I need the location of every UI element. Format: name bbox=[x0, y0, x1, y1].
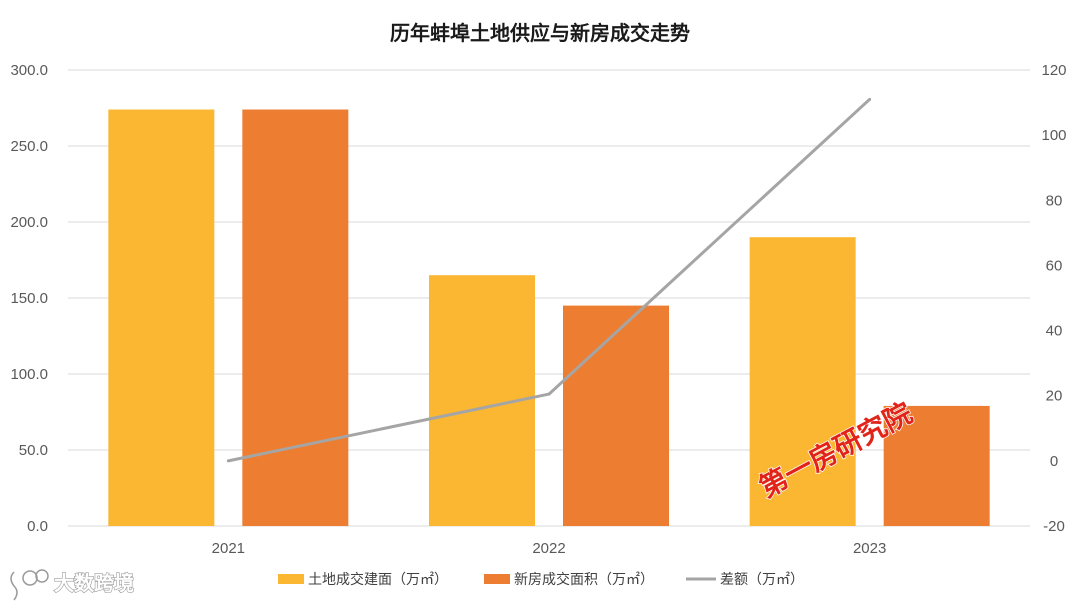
right-tick-label: 100 bbox=[1041, 127, 1066, 144]
left-tick-label: 50.0 bbox=[19, 442, 48, 459]
right-tick-label: 60 bbox=[1046, 257, 1063, 274]
line-series bbox=[226, 97, 872, 463]
right-tick-label: 120 bbox=[1041, 62, 1066, 79]
legend: 土地成交建面（万㎡） 新房成交面积（万㎡） 差额（万㎡） bbox=[278, 571, 804, 588]
gridlines bbox=[68, 69, 1030, 527]
x-tick-label: 2023 bbox=[853, 540, 886, 557]
left-tick-label: 150.0 bbox=[10, 290, 48, 307]
brand-watermark-text: 大数跨境 bbox=[54, 571, 134, 595]
brand-logo-icon bbox=[10, 569, 49, 601]
bar-series bbox=[108, 109, 990, 527]
left-tick-label: 250.0 bbox=[10, 138, 48, 155]
right-tick-label: -20 bbox=[1043, 518, 1065, 535]
left-y-axis: 0.0 50.0 100.0 150.0 200.0 250.0 300.0 bbox=[10, 62, 48, 535]
left-tick-label: 200.0 bbox=[10, 214, 48, 231]
left-tick-label: 100.0 bbox=[10, 366, 48, 383]
right-tick-label: 20 bbox=[1046, 388, 1063, 405]
difference-point bbox=[868, 97, 872, 101]
difference-point bbox=[547, 392, 551, 396]
right-tick-label: 40 bbox=[1046, 323, 1063, 340]
legend-swatch bbox=[484, 574, 510, 584]
bar-new-home-sales-2021 bbox=[242, 109, 349, 527]
legend-label: 新房成交面积（万㎡） bbox=[514, 571, 654, 588]
difference-point bbox=[226, 459, 230, 463]
right-y-axis: -20 0 20 40 60 80 100 120 bbox=[1041, 62, 1066, 535]
bar-new-home-sales-2022 bbox=[563, 305, 669, 526]
chart-title: 历年蚌埠土地供应与新房成交走势 bbox=[390, 21, 690, 45]
bar-new-home-sales-2023 bbox=[883, 405, 990, 526]
bar-land-supply-2023 bbox=[749, 237, 856, 526]
right-tick-label: 80 bbox=[1046, 192, 1063, 209]
x-tick-label: 2021 bbox=[212, 540, 245, 557]
x-axis: 2021 2022 2023 bbox=[212, 540, 887, 557]
left-tick-label: 0.0 bbox=[27, 518, 48, 535]
brand-watermark: 大数跨境 bbox=[10, 569, 135, 601]
legend-label: 土地成交建面（万㎡） bbox=[308, 571, 448, 588]
x-tick-label: 2022 bbox=[532, 540, 565, 557]
left-tick-label: 300.0 bbox=[10, 62, 48, 79]
legend-label: 差额（万㎡） bbox=[720, 572, 804, 588]
right-tick-label: 0 bbox=[1050, 453, 1058, 470]
legend-swatch bbox=[278, 574, 304, 584]
bar-land-supply-2021 bbox=[108, 109, 215, 527]
